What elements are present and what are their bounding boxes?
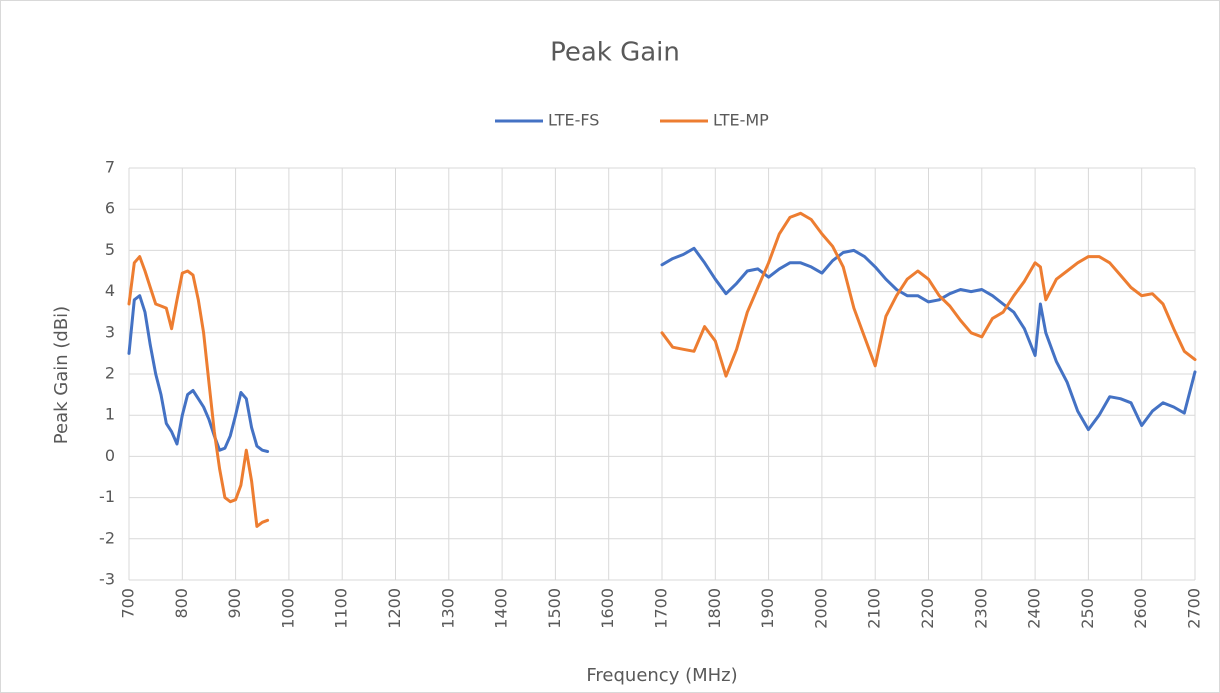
y-tick-label: 2 <box>105 364 115 383</box>
legend-label: LTE-FS <box>548 111 599 130</box>
x-tick-label: 2700 <box>1185 588 1204 629</box>
x-tick-label: 1300 <box>438 588 457 629</box>
x-tick-label: 1700 <box>652 588 671 629</box>
y-tick-label: 3 <box>105 322 115 341</box>
y-tick-label: -2 <box>99 528 115 547</box>
y-tick-label: 4 <box>105 281 115 300</box>
y-tick-label: -1 <box>99 487 115 506</box>
x-tick-label: 2300 <box>971 588 990 629</box>
x-tick-label: 1500 <box>545 588 564 629</box>
x-tick-label: 1600 <box>598 588 617 629</box>
x-tick-label: 2100 <box>865 588 884 629</box>
series-line <box>127 246 1197 453</box>
x-tick-label: 2400 <box>1025 588 1044 629</box>
x-tick-label: 2500 <box>1078 588 1097 629</box>
y-axis-title: Peak Gain (dBi) <box>51 306 72 444</box>
y-tick-label: 0 <box>105 446 115 465</box>
x-tick-label: 900 <box>225 588 244 619</box>
x-tick-label: 1400 <box>492 588 511 629</box>
x-tick-label: 2200 <box>918 588 937 629</box>
y-tick-label: 7 <box>105 158 115 177</box>
y-tick-label: 5 <box>105 240 115 259</box>
x-axis-title: Frequency (MHz) <box>586 665 737 686</box>
x-tick-label: 1800 <box>705 588 724 629</box>
y-tick-label: 6 <box>105 199 115 218</box>
x-tick-label: 1900 <box>758 588 777 629</box>
chart-title: Peak Gain <box>550 38 680 68</box>
y-tick-label: -3 <box>99 570 115 589</box>
x-tick-label: 1200 <box>385 588 404 629</box>
legend-label: LTE-MP <box>713 111 769 130</box>
x-tick-label: 700 <box>119 588 138 619</box>
x-tick-label: 2000 <box>811 588 830 629</box>
series-line <box>127 211 1197 528</box>
x-tick-label: 1100 <box>332 588 351 629</box>
x-tick-label: 800 <box>172 588 191 619</box>
x-tick-label: 1000 <box>278 588 297 629</box>
y-tick-label: 1 <box>105 405 115 424</box>
x-tick-label: 2600 <box>1131 588 1150 629</box>
